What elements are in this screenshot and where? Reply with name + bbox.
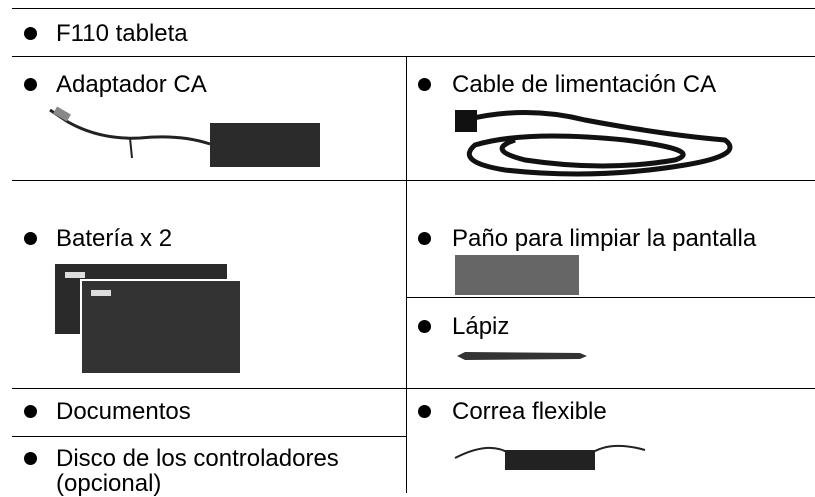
item-label: Correa flexible [452,398,607,425]
bullet [24,405,37,418]
item-label: Batería x 2 [56,225,173,252]
bullet [418,320,431,333]
rule [406,297,815,298]
rule [12,436,406,437]
adapter-image [49,106,320,167]
item-label: Lápiz [452,313,510,340]
divider [406,56,407,493]
item-label: F110 tableta [56,20,188,47]
item-label: Documentos [56,398,191,425]
bullet [24,452,37,465]
item-label: Adaptador CA [56,71,207,98]
strap-image [454,444,646,470]
bullet [418,232,431,245]
pen-image [457,352,587,360]
rule [12,56,815,57]
bullet [418,78,431,91]
item-label: Cable de limentación CA [452,71,717,98]
item-label: Disco de los controladores (opcional) [56,445,339,497]
battery-image [55,264,242,375]
bullet [24,78,37,91]
rule [12,388,815,389]
item-label: Paño para limpiar la pantalla [452,225,757,252]
bullet [24,27,37,40]
bullet [24,232,37,245]
cloth-image [455,255,579,295]
rule [12,8,815,9]
bullet [418,405,431,418]
rule [12,180,815,181]
cable-image [455,110,733,177]
